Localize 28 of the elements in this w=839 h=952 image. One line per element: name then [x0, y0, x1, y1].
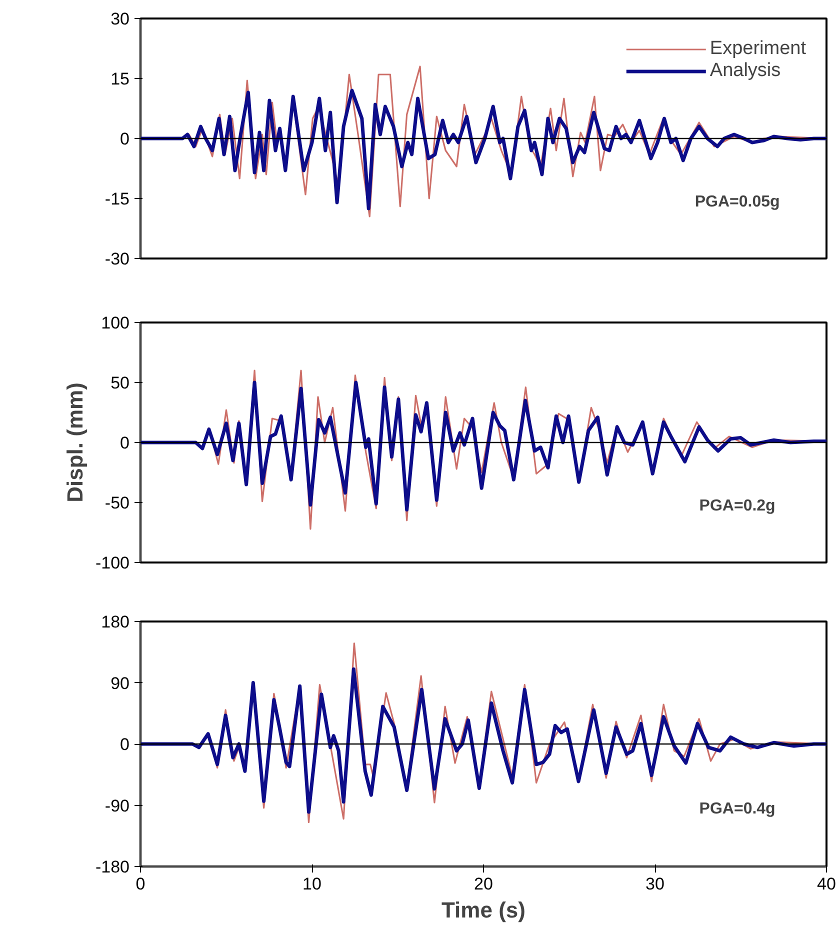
y-tick-label: 0 [120, 434, 130, 452]
y-tick-label: 90 [110, 674, 130, 693]
y-tick-label: -180 [95, 858, 130, 876]
y-tick-label: -50 [104, 494, 130, 512]
y-tick-label: 50 [110, 374, 130, 392]
y-tick-label: 0 [120, 735, 130, 754]
x-tick-label: 40 [817, 874, 836, 894]
y-tick-label: -100 [95, 554, 130, 572]
x-tick-label: 20 [474, 874, 493, 894]
x-tick-label: 10 [302, 874, 322, 894]
y-tick-label: 30 [110, 10, 130, 28]
y-tick-label: 180 [101, 612, 130, 632]
annotation: PGA=0.2g [699, 498, 776, 514]
line-series [140, 88, 826, 210]
x-tick-label: 0 [136, 874, 146, 894]
x-tick-label: 30 [646, 874, 664, 894]
y-tick-label: -90 [104, 796, 130, 816]
legend-label: Experiment [710, 38, 806, 60]
annotation: PGA=0.05g [694, 194, 780, 210]
legend-label: Analysis [710, 60, 781, 82]
y-tick-label: -30 [104, 250, 130, 268]
annotation: PGA=0.4g [699, 800, 776, 818]
y-tick-label: 100 [101, 314, 130, 332]
y-tick-label: -15 [104, 190, 130, 208]
y-axis-title: Displ. (mm) [62, 382, 88, 502]
y-tick-label: 15 [110, 70, 130, 88]
y-tick-label: 0 [120, 130, 130, 148]
x-axis-title: Time (s) [442, 898, 526, 922]
